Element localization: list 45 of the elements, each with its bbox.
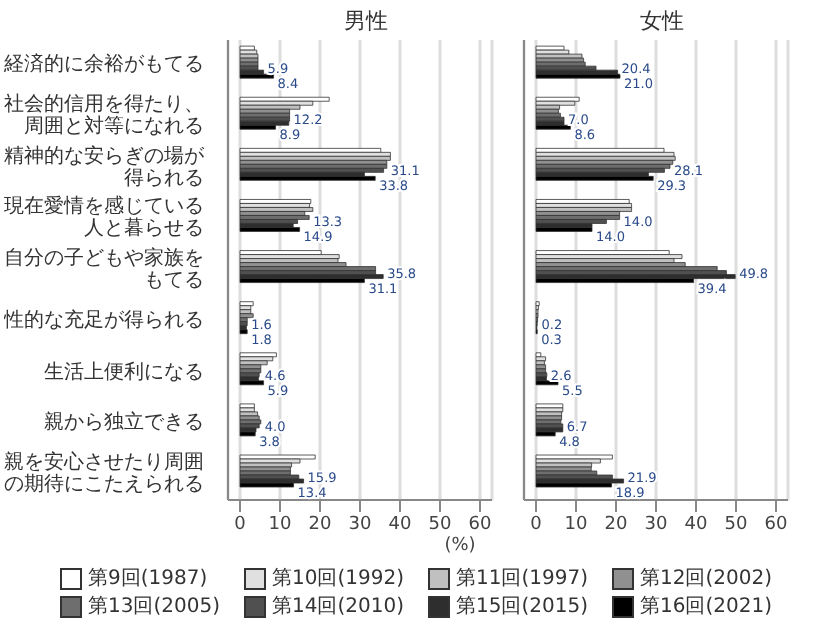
x-tick-label: 50 [724,514,748,535]
x-tick-label: 40 [684,514,708,535]
x-tick-label: 10 [564,514,588,535]
legend-label: 第15回(2015) [456,594,588,620]
x-axis-title: (%) [442,536,478,560]
bar [239,454,316,460]
chart-title: 女性 [638,6,686,36]
legend-label: 第10回(1992) [272,566,404,592]
y-tick-label: 社会的信用を得たり、周囲と対等になれる [2,94,204,139]
bar [239,227,300,232]
legend-label: 第16回(2021) [640,594,772,620]
bar [535,124,571,130]
bar [535,478,624,484]
legend-label: 第9回(1987) [88,566,208,592]
bar [239,175,376,181]
legend-label: 第12回(2002) [640,566,772,592]
bar [239,360,268,366]
x-tick-label: 40 [388,514,412,535]
x-tick-label: 30 [644,514,668,535]
y-tick-label: 親を安心させたり周囲の期待にこたえられる [2,452,204,497]
x-tick-label: 20 [604,514,628,535]
bar [239,380,264,386]
y-tick-label: 自分の子どもや家族をもてる [2,248,204,292]
legend-label: 第13回(2005) [88,594,220,620]
x-tick-label: 10 [268,514,292,535]
x-tick-label: 20 [308,514,332,535]
legend-label: 第14回(2010) [272,594,404,620]
y-tick-label: 性的な充足が得られる [2,310,204,333]
chart-title: 男性 [342,6,390,36]
y-tick-label: 経済的に余裕がもてる [2,54,204,77]
x-tick-label: 0 [530,514,543,535]
x-tick-label: 0 [234,514,247,535]
x-tick-label: 30 [348,514,372,535]
y-tick-label: 精神的な安らぎの場が得られる [2,145,204,190]
x-tick-label: 50 [428,514,452,535]
bar [535,454,613,460]
bar [239,73,274,79]
y-tick-label: 現在愛情を感じている人と暮らせる [2,196,204,241]
bar [535,380,559,386]
legend-label: 第11回(1997) [456,566,588,592]
y-tick-label: 親から独立できる [42,412,204,435]
x-tick-label: 60 [468,514,492,535]
x-tick-label: 60 [764,514,788,535]
y-tick-label: 生活上便利になる [42,361,204,384]
bar [535,431,556,437]
